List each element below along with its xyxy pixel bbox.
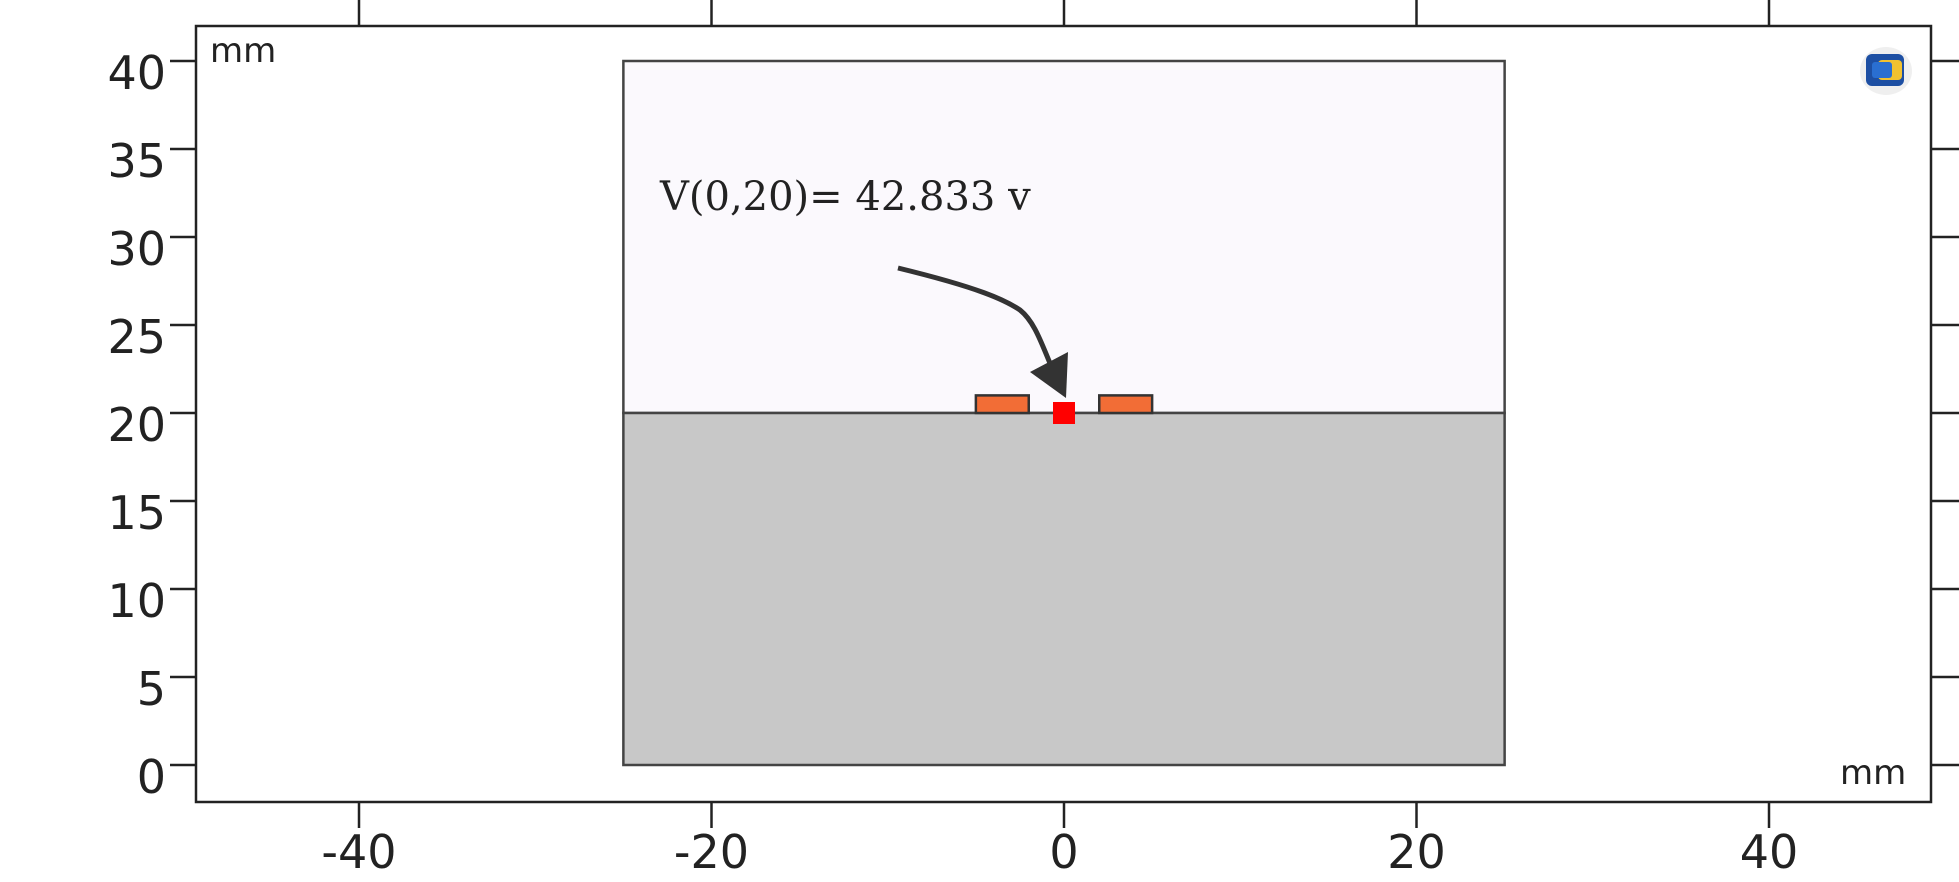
y-tick-label: 10 bbox=[107, 574, 166, 628]
x-tick-label: -20 bbox=[674, 825, 749, 879]
y-tick-label: 20 bbox=[107, 398, 166, 452]
x-unit-label: mm bbox=[1840, 753, 1906, 793]
y-tick-label: 0 bbox=[137, 750, 166, 804]
substrate-domain[interactable] bbox=[622, 411, 1506, 767]
y-tick-label: 35 bbox=[107, 134, 166, 188]
x-tick-label: 0 bbox=[1049, 825, 1078, 879]
arrow-head-icon bbox=[1030, 352, 1068, 398]
y-tick-label: 5 bbox=[137, 662, 166, 716]
y-tick-label: 40 bbox=[107, 46, 166, 100]
y-tick-label: 15 bbox=[107, 486, 166, 540]
y-tick-label: 25 bbox=[107, 310, 166, 364]
axis-ticks: -40 -20 0 20 40 0 5 10 15 20 25 30 35 40 bbox=[107, 0, 1959, 879]
x-tick-label: -40 bbox=[321, 825, 396, 879]
x-tick-label: 20 bbox=[1387, 825, 1446, 879]
probe-point[interactable] bbox=[1053, 402, 1075, 424]
x-tick-label: 40 bbox=[1740, 825, 1799, 879]
probe-annotation: V(0,20)= 42.833 v bbox=[659, 174, 1031, 220]
left-electrode[interactable] bbox=[974, 394, 1030, 415]
right-electrode[interactable] bbox=[1098, 394, 1154, 415]
comsol-logo-icon bbox=[1860, 47, 1912, 95]
annotation-arrow bbox=[897, 265, 1055, 369]
y-unit-label: mm bbox=[210, 31, 276, 71]
y-tick-label: 30 bbox=[107, 222, 166, 276]
